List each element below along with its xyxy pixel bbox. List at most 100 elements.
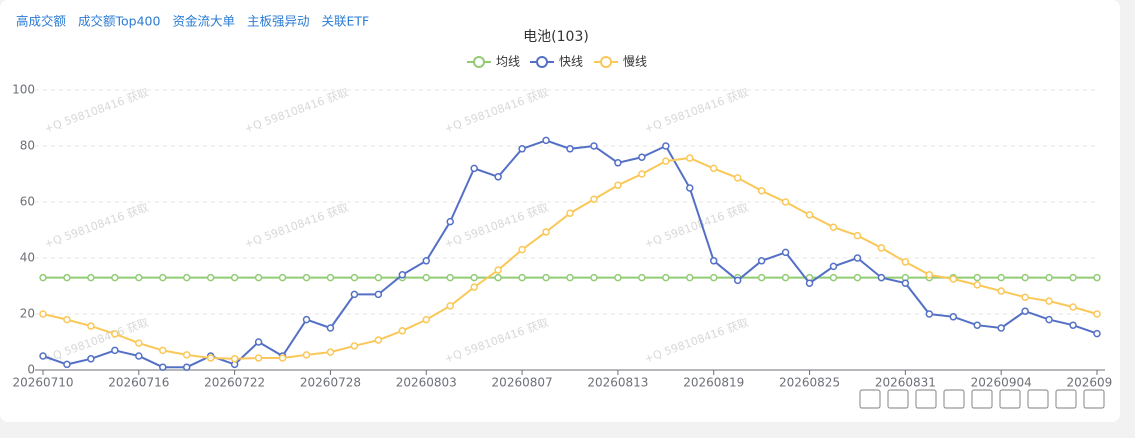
legend-label: 快线: [559, 55, 583, 69]
data-point: [757, 273, 766, 282]
data-point: [829, 262, 838, 271]
x-tick-label: 20260910: [1066, 376, 1127, 390]
data-point: [662, 142, 670, 150]
data-point: [206, 354, 215, 362]
data-point: [230, 355, 239, 363]
data-point: [518, 145, 526, 153]
data-point: [111, 346, 119, 355]
data-point: [973, 273, 981, 282]
data-point: [662, 157, 670, 165]
data-point: [590, 195, 598, 203]
x-tick-label: 20260831: [875, 376, 936, 390]
data-point: [350, 290, 359, 299]
data-point: [542, 273, 550, 282]
data-point: [781, 248, 790, 257]
card: [0, 0, 1120, 422]
data-point: [494, 273, 502, 282]
data-point: [182, 273, 191, 282]
data-point: [63, 273, 71, 282]
data-point: [853, 231, 862, 240]
x-tick-label: 20260807: [492, 376, 553, 390]
data-point: [422, 273, 431, 282]
x-tick-label: 20260710: [12, 376, 73, 390]
tab[interactable]: 高成交额: [16, 14, 67, 29]
data-point: [350, 342, 359, 350]
tab[interactable]: 资金流大单: [172, 14, 235, 29]
data-point: [159, 363, 167, 371]
data-point: [1021, 307, 1029, 315]
data-point: [590, 273, 598, 282]
data-point: [350, 273, 359, 282]
data-point: [254, 354, 263, 362]
data-point: [446, 302, 454, 310]
data-point: [925, 310, 934, 318]
data-point: [1045, 315, 1053, 324]
data-point: [925, 271, 934, 279]
data-point: [87, 322, 95, 330]
x-tick-label: 20260825: [779, 376, 840, 390]
x-tick-label: 20260722: [204, 376, 265, 390]
data-point: [470, 283, 478, 291]
data-point: [135, 339, 143, 347]
data-point: [87, 273, 95, 282]
data-point: [39, 310, 47, 318]
x-tick-label: 20260904: [971, 376, 1032, 390]
data-point: [446, 273, 454, 282]
tab[interactable]: 成交额Top400: [78, 14, 160, 29]
y-tick-label: 60: [20, 195, 35, 209]
data-point: [135, 273, 143, 282]
tab[interactable]: 关联ETF: [322, 14, 370, 29]
data-point: [566, 273, 574, 282]
data-point: [326, 324, 335, 332]
data-point: [518, 245, 526, 254]
data-point: [39, 273, 47, 282]
data-point: [278, 354, 287, 362]
legend-symbol: [473, 56, 485, 68]
tab[interactable]: 主板强异动: [247, 14, 310, 29]
data-point: [997, 273, 1005, 282]
data-point: [542, 228, 550, 236]
data-point: [614, 181, 622, 189]
y-tick-label: 0: [27, 363, 35, 377]
data-point: [1093, 273, 1101, 282]
data-point: [206, 273, 215, 282]
data-point: [997, 287, 1005, 295]
data-point: [638, 170, 646, 178]
data-point: [1093, 310, 1101, 318]
data-point: [182, 351, 191, 359]
data-point: [87, 355, 95, 363]
legend-symbol: [600, 56, 612, 68]
x-tick-label: 20260728: [300, 376, 361, 390]
data-point: [494, 173, 502, 181]
data-point: [757, 187, 766, 195]
data-point: [302, 273, 311, 282]
plot: 0 20 40 60 80 100 20260710 20260716 20260722 2026…: [12, 83, 1127, 390]
data-point: [470, 273, 478, 282]
data-point: [805, 211, 814, 219]
data-point: [278, 273, 287, 282]
data-point: [254, 273, 263, 282]
data-point: [829, 273, 838, 282]
data-point: [182, 363, 191, 371]
data-point: [254, 338, 263, 346]
data-point: [159, 273, 167, 282]
data-point: [446, 217, 454, 226]
data-point: [422, 257, 431, 265]
data-point: [829, 223, 838, 231]
data-point: [733, 174, 742, 182]
data-point: [1069, 273, 1077, 282]
data-point: [1093, 329, 1101, 338]
data-point: [973, 281, 981, 289]
data-point: [757, 257, 766, 265]
data-point: [302, 315, 311, 324]
data-point: [374, 336, 383, 344]
data-point: [709, 257, 718, 265]
data-point: [709, 273, 718, 282]
data-point: [63, 360, 71, 369]
y-tick-label: 100: [12, 83, 35, 97]
data-point: [518, 273, 526, 282]
data-point: [638, 273, 646, 282]
data-point: [159, 346, 167, 355]
data-point: [566, 145, 574, 153]
